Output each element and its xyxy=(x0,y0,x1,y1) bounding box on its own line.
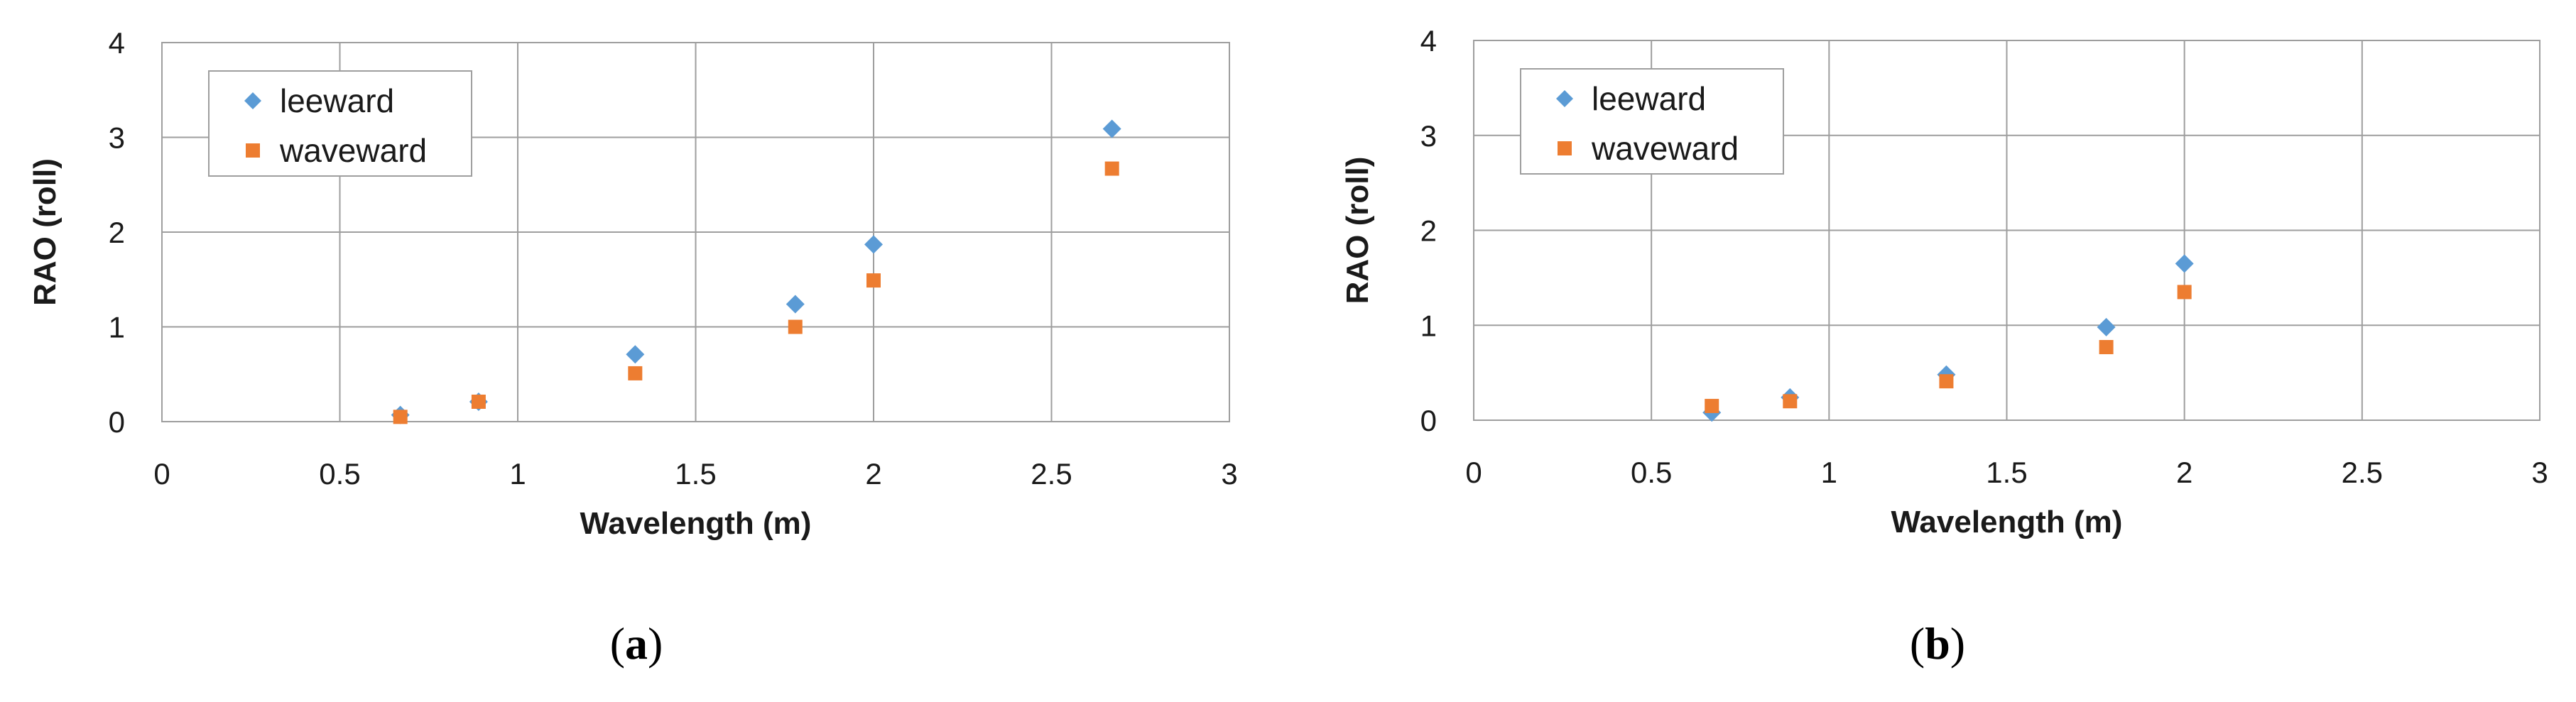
chart0-x-tick-label: 2 xyxy=(865,457,881,490)
chart1-point-leeward xyxy=(2097,317,2116,336)
chart1-y-tick-label: 1 xyxy=(1420,309,1437,342)
chart0-y-tick-label: 2 xyxy=(109,216,125,249)
chart1-y-tick-label: 3 xyxy=(1420,119,1437,153)
chart-panel-b: 0 0.5 1 1.5 2 2.5 3 0 1 2 3 4 Wavelength (m) RAO (rol… xyxy=(1314,0,2576,702)
chart-b-svg: 0 0.5 1 1.5 2 2.5 3 0 1 2 3 4 Wavelength (m) RAO (rol… xyxy=(1340,24,2548,539)
chart0-point-waveward xyxy=(628,366,643,380)
chart0-legend-marker-leeward xyxy=(244,92,261,109)
chart0-x-tick-label: 3 xyxy=(1221,457,1237,490)
chart0-point-leeward xyxy=(1102,119,1121,138)
chart0-point-leeward xyxy=(786,295,805,314)
chart1-legend-label-waveward: waveward xyxy=(1591,130,1739,167)
chart0-point-leeward xyxy=(626,345,645,364)
chart0-legend-label-leeward: leeward xyxy=(280,82,394,119)
caption-a-label: a xyxy=(625,618,648,669)
chart0-legend-label-waveward: waveward xyxy=(279,132,427,169)
chart0-x-tick-label: 1 xyxy=(509,457,526,490)
chart0-y-tick-label: 4 xyxy=(109,26,125,60)
chart0-point-leeward xyxy=(864,235,883,254)
chart0-point-waveward xyxy=(1104,161,1119,176)
chart1-x-tick-label: 0 xyxy=(1465,456,1482,489)
chart1-point-waveward xyxy=(2177,285,2192,300)
chart-panel-a: 0 0.5 1 1.5 2 2.5 3 0 1 2 3 4 Wavelength (m) RAO (rol… xyxy=(28,26,1238,669)
chart1-x-tick-label: 0.5 xyxy=(1631,456,1672,489)
chart0-x-tick-label: 1.5 xyxy=(675,457,716,490)
chart0-y-tick-label: 0 xyxy=(109,405,125,439)
chart0-y-axis-title: RAO (roll) xyxy=(28,158,63,306)
chart-a-svg: 0 0.5 1 1.5 2 2.5 3 0 1 2 3 4 Wavelength (m) RAO (rol… xyxy=(28,26,1238,541)
chart0-x-axis-title: Wavelength (m) xyxy=(580,506,812,541)
chart1-y-tick-label: 2 xyxy=(1420,214,1437,248)
chart0-point-waveward xyxy=(866,273,881,288)
chart1-point-waveward xyxy=(1783,394,1798,409)
chart1-point-leeward xyxy=(2175,254,2194,273)
chart1-x-tick-label: 1.5 xyxy=(1986,456,2027,489)
chart0-legend-marker-waveward xyxy=(246,143,260,158)
chart0-legend xyxy=(208,70,472,177)
chart1-x-tick-label: 3 xyxy=(2531,456,2548,489)
chart1-point-waveward xyxy=(1705,398,1719,413)
chart1-y-tick-label: 4 xyxy=(1420,24,1437,57)
chart1-legend-marker-waveward xyxy=(1558,141,1572,155)
chart1-y-tick-label: 0 xyxy=(1420,404,1437,437)
chart1-legend-marker-leeward xyxy=(1556,90,1573,107)
chart0-y-tick-label: 1 xyxy=(109,311,125,344)
chart0-x-tick-label: 0.5 xyxy=(319,457,360,490)
chart1-legend xyxy=(1520,68,1784,175)
chart0-x-tick-label: 0 xyxy=(153,457,170,490)
chart1-point-waveward xyxy=(1939,374,1954,389)
chart1-x-tick-label: 2 xyxy=(2176,456,2192,489)
caption-b-label: b xyxy=(1925,618,1950,669)
chart0-point-waveward xyxy=(393,410,408,424)
chart0-point-waveward xyxy=(471,394,486,409)
chart1-y-axis-title: RAO (roll) xyxy=(1340,157,1375,305)
chart0-point-waveward xyxy=(788,319,803,334)
chart1-x-tick-label: 1 xyxy=(1821,456,1837,489)
chart0-x-tick-label: 2.5 xyxy=(1031,457,1072,490)
caption-b: (b) xyxy=(1909,618,1966,669)
chart1-point-waveward xyxy=(2099,340,2114,355)
chart1-legend-label-leeward: leeward xyxy=(1592,80,1706,117)
caption-a: (a) xyxy=(609,618,663,669)
chart0-y-tick-label: 3 xyxy=(109,121,125,155)
chart1-x-tick-label: 2.5 xyxy=(2342,456,2383,489)
chart1-x-axis-title: Wavelength (m) xyxy=(1891,505,2123,539)
